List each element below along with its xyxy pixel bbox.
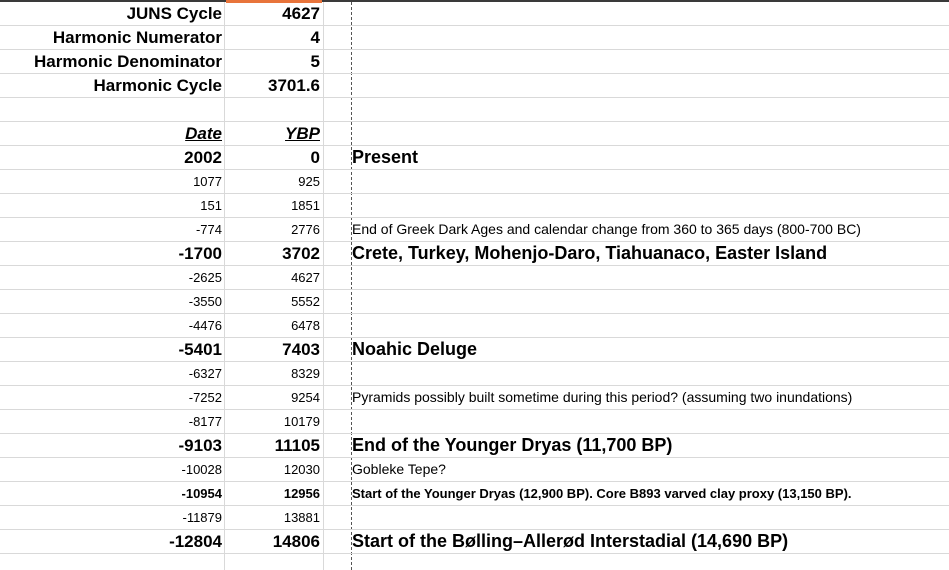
ybp-cell[interactable]: 12956 xyxy=(283,486,320,501)
ybp-cell[interactable]: 0 xyxy=(310,148,320,167)
date-cell[interactable]: -4476 xyxy=(188,318,222,333)
ybp-cell[interactable]: 925 xyxy=(298,174,320,189)
table-row: -3550 5552 xyxy=(0,290,949,314)
date-cell[interactable]: 1077 xyxy=(193,174,222,189)
table-row: -1700 3702 Crete, Turkey, Mohenjo-Daro, Ti… xyxy=(0,242,949,266)
ybp-cell[interactable]: 8329 xyxy=(291,366,320,381)
date-cell[interactable]: -6327 xyxy=(188,366,222,381)
date-cell[interactable]: -11879 xyxy=(182,510,222,525)
note-cell[interactable]: Present xyxy=(352,147,419,167)
table-row: -10954 12956 Start of the Younger Dryas (1… xyxy=(0,482,949,506)
param-value[interactable]: 3701.6 xyxy=(268,76,320,95)
date-cell[interactable]: -10954 xyxy=(181,486,222,501)
date-cell[interactable]: -1700 xyxy=(178,244,222,263)
ybp-cell[interactable]: 12030 xyxy=(283,462,320,477)
note-cell[interactable]: Start of the Bølling–Allerød Interstadia… xyxy=(352,531,789,551)
table-row: -10028 12030 Gobleke Tepe? xyxy=(0,458,949,482)
empty-row[interactable] xyxy=(0,98,949,122)
param-value[interactable]: 4627 xyxy=(282,4,320,23)
table-row: -8177 10179 xyxy=(0,410,949,434)
param-value[interactable]: 4 xyxy=(310,28,320,47)
param-row-harmonic-cycle: Harmonic Cycle 3701.6 xyxy=(0,74,949,98)
table-row: 1077 925 xyxy=(0,170,949,194)
ybp-cell[interactable]: 7403 xyxy=(282,340,320,359)
param-label[interactable]: Harmonic Cycle xyxy=(93,76,223,95)
param-label[interactable]: JUNS Cycle xyxy=(126,4,222,23)
table-row: -9103 11105 End of the Younger Dryas (11,7… xyxy=(0,434,949,458)
note-cell[interactable]: Crete, Turkey, Mohenjo-Daro, Tiahuanaco,… xyxy=(352,243,828,263)
ybp-cell[interactable]: 5552 xyxy=(291,294,320,309)
param-row-harmonic-denominator: Harmonic Denominator 5 xyxy=(0,50,949,74)
spreadsheet-grid: JUNS Cycle 4627 Harmonic Numerator 4 Har… xyxy=(0,2,949,554)
table-row: -11879 13881 xyxy=(0,506,949,530)
date-cell[interactable]: -2625 xyxy=(188,270,222,285)
ybp-column-header[interactable]: YBP xyxy=(285,124,320,143)
date-column-header[interactable]: Date xyxy=(185,124,222,143)
table-row: -2625 4627 xyxy=(0,266,949,290)
page-break-line xyxy=(351,2,352,570)
table-row: -6327 8329 xyxy=(0,362,949,386)
date-cell[interactable]: 2002 xyxy=(184,148,222,167)
ybp-cell[interactable]: 13881 xyxy=(283,510,320,525)
table-row: -4476 6478 xyxy=(0,314,949,338)
date-cell[interactable]: -3550 xyxy=(188,294,222,309)
date-cell[interactable]: -8177 xyxy=(188,414,222,429)
date-cell[interactable]: -12804 xyxy=(169,532,222,551)
ybp-cell[interactable]: 10179 xyxy=(283,414,320,429)
date-cell[interactable]: -7252 xyxy=(188,390,222,405)
column-divider-b xyxy=(323,2,324,570)
note-cell[interactable]: Gobleke Tepe? xyxy=(352,461,446,477)
sheet-top-border xyxy=(0,0,949,2)
table-row: -774 2776 End of Greek Dark Ages and calen… xyxy=(0,218,949,242)
note-cell[interactable]: Pyramids possibly built sometime during … xyxy=(352,389,853,405)
ybp-cell[interactable]: 11105 xyxy=(274,436,320,455)
param-value[interactable]: 5 xyxy=(310,52,320,71)
param-row-juns-cycle: JUNS Cycle 4627 xyxy=(0,2,949,26)
table-row: 2002 0 Present xyxy=(0,146,949,170)
selected-column-indicator xyxy=(226,0,322,3)
table-row: 151 1851 xyxy=(0,194,949,218)
ybp-cell[interactable]: 3702 xyxy=(282,244,320,263)
param-row-harmonic-numerator: Harmonic Numerator 4 xyxy=(0,26,949,50)
table-row: -5401 7403 Noahic Deluge xyxy=(0,338,949,362)
ybp-cell[interactable]: 2776 xyxy=(291,222,320,237)
date-cell[interactable]: -10028 xyxy=(181,462,222,477)
param-label[interactable]: Harmonic Numerator xyxy=(52,28,222,47)
date-cell[interactable]: -5401 xyxy=(178,340,222,359)
table-row: -12804 14806 Start of the Bølling–Allerød … xyxy=(0,530,949,554)
ybp-cell[interactable]: 9254 xyxy=(291,390,320,405)
date-cell[interactable]: 151 xyxy=(200,198,222,213)
date-cell[interactable]: -774 xyxy=(195,222,222,237)
column-header-row: Date YBP xyxy=(0,122,949,146)
ybp-cell[interactable]: 6478 xyxy=(291,318,320,333)
note-cell[interactable]: End of the Younger Dryas (11,700 BP) xyxy=(352,435,673,455)
param-label[interactable]: Harmonic Denominator xyxy=(34,52,222,71)
note-cell[interactable]: Start of the Younger Dryas (12,900 BP). … xyxy=(352,486,852,501)
ybp-cell[interactable]: 1851 xyxy=(291,198,320,213)
note-cell[interactable]: Noahic Deluge xyxy=(352,339,478,359)
note-cell[interactable]: End of Greek Dark Ages and calendar chan… xyxy=(352,221,861,237)
date-cell[interactable]: -9103 xyxy=(178,436,222,455)
ybp-cell[interactable]: 14806 xyxy=(272,532,320,551)
table-row: -7252 9254 Pyramids possibly built sometim… xyxy=(0,386,949,410)
column-divider-a xyxy=(224,2,225,570)
ybp-cell[interactable]: 4627 xyxy=(291,270,320,285)
